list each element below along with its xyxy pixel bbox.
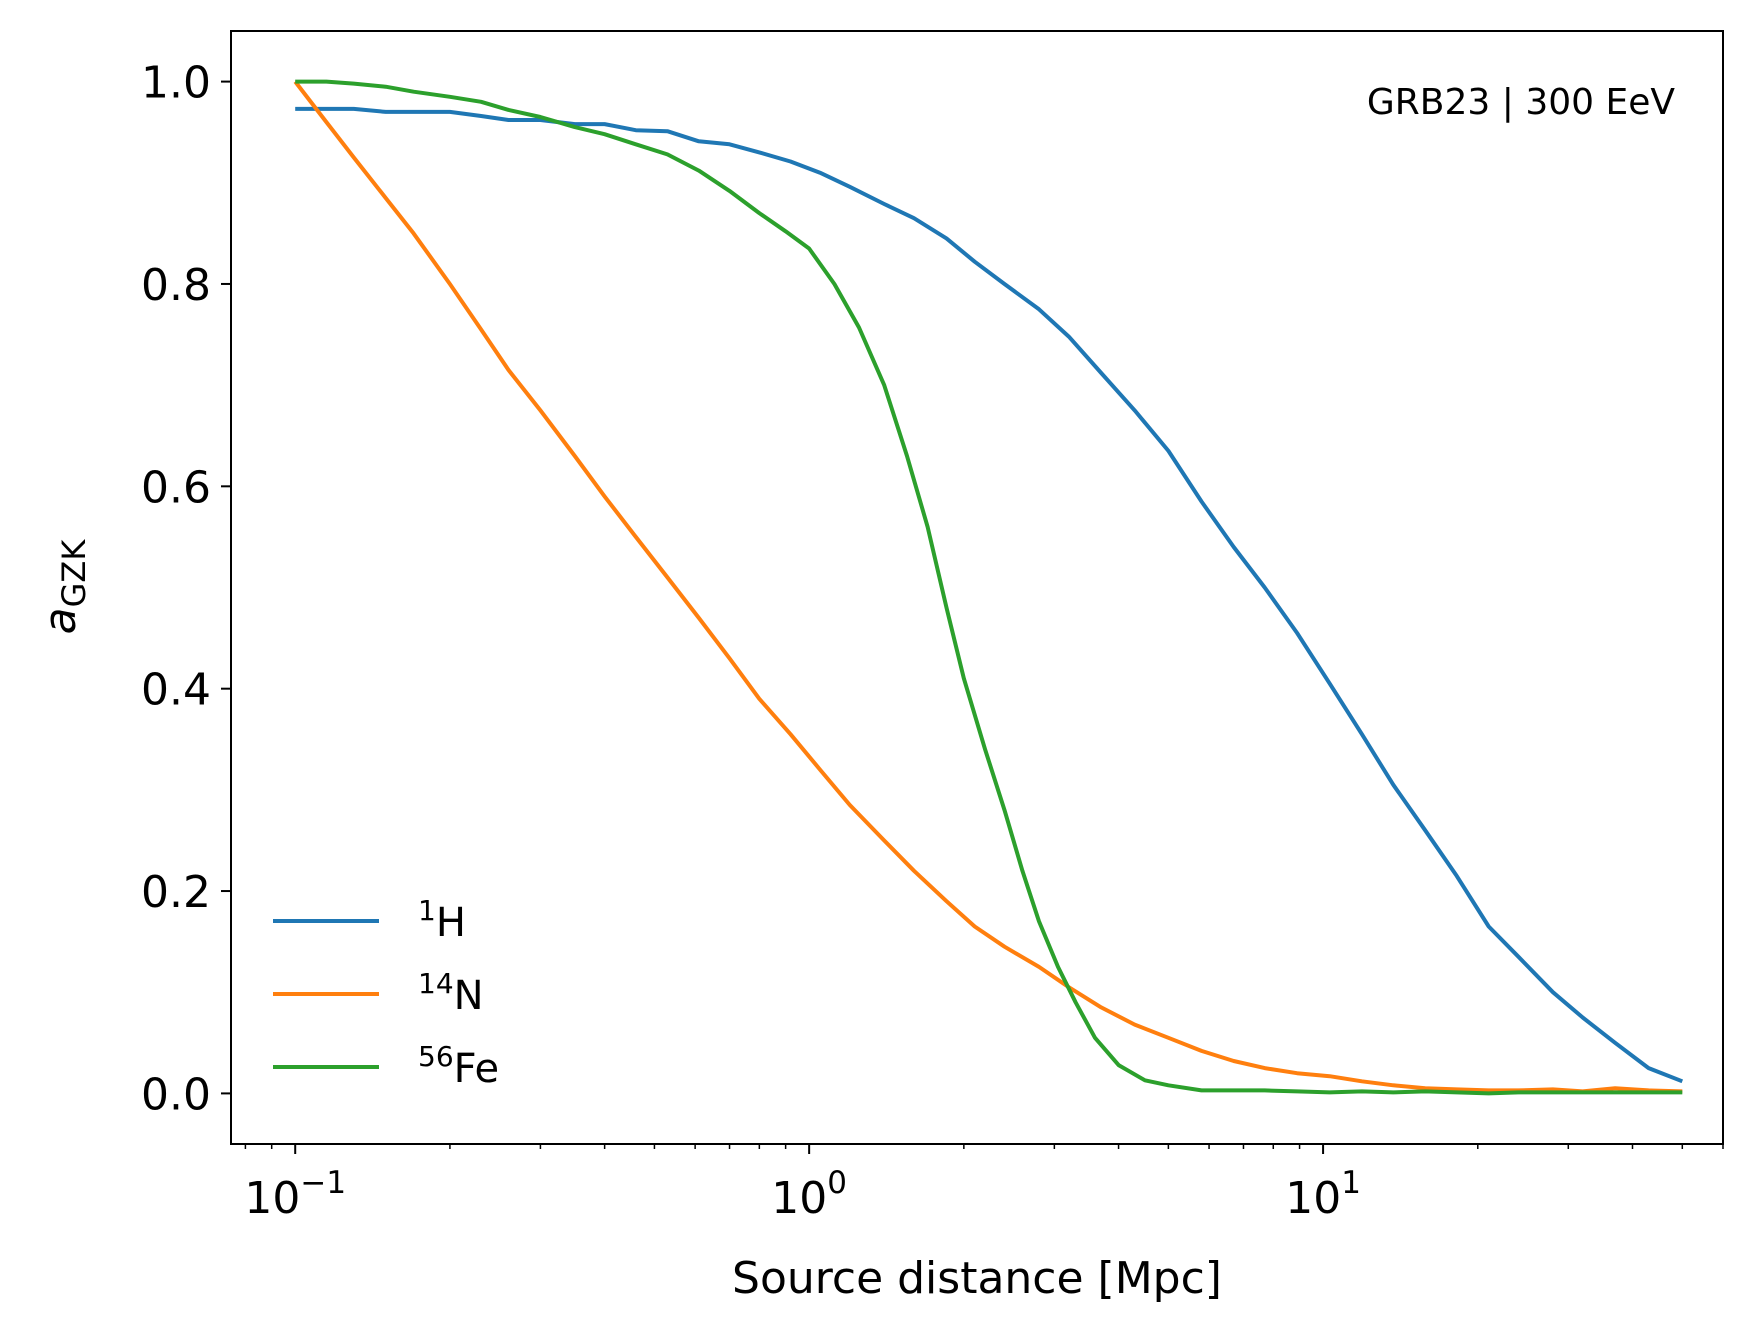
legend-entry-label: 14N	[418, 967, 484, 1019]
legend-base: Fe	[454, 1046, 499, 1092]
x-tick-label: 100	[771, 1165, 847, 1224]
y-tick-label: 0.4	[141, 665, 211, 716]
y-tick-label: 1.0	[141, 58, 211, 109]
series-line-1	[295, 106, 1684, 1084]
legend-sup: 56	[418, 1040, 454, 1073]
legend-sup: 1	[418, 894, 436, 927]
y-tick-label: 0.8	[141, 260, 211, 311]
legend-entry-label: 1H	[418, 894, 466, 946]
x-tick-label: 101	[1285, 1165, 1361, 1224]
legend-base: N	[454, 973, 484, 1019]
plot-frame	[230, 30, 1724, 1145]
y-tick-label: 0.6	[141, 462, 211, 513]
x-tick-label-base: 10	[1285, 1173, 1341, 1224]
x-tick-label: 10−1	[244, 1165, 346, 1224]
legend-base: H	[436, 900, 466, 946]
y-tick-label: 0.2	[141, 867, 211, 918]
x-tick-label-exp: 1	[1341, 1165, 1361, 1201]
plot-area	[231, 31, 1723, 1144]
x-tick-label-base: 10	[244, 1173, 300, 1224]
series-layer	[293, 79, 1684, 1096]
series-line-2	[293, 80, 1683, 1094]
series-line-3	[295, 79, 1683, 1096]
chart-annotation: GRB23 | 300 EeV	[1367, 82, 1675, 123]
x-tick-label-exp: −1	[300, 1165, 346, 1201]
y-axis-label: aGZK	[35, 539, 93, 635]
x-tick-label-base: 10	[771, 1173, 827, 1224]
legend-sup: 14	[418, 967, 454, 1000]
x-tick-label-exp: 0	[827, 1165, 847, 1201]
y-axis-label-base: a	[35, 607, 86, 634]
y-axis-label-sub: GZK	[55, 539, 93, 608]
legend-entry-label: 56Fe	[418, 1040, 499, 1092]
y-tick-label: 0.0	[141, 1069, 211, 1120]
x-axis-label: Source distance [Mpc]	[732, 1253, 1222, 1304]
